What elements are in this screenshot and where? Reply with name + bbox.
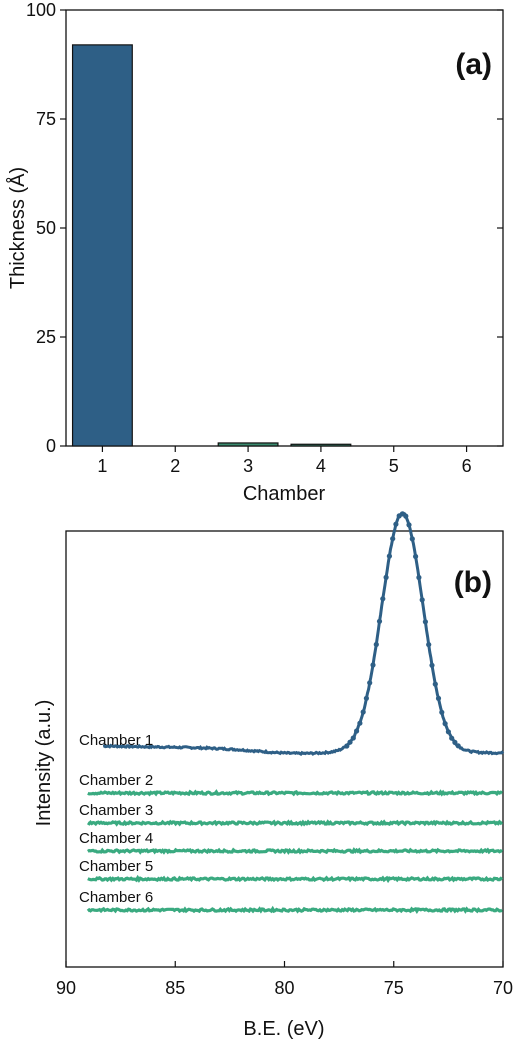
data-point bbox=[403, 513, 409, 519]
x-tick-label-1: 1 bbox=[97, 456, 107, 476]
data-point bbox=[452, 739, 458, 746]
data-point bbox=[354, 728, 360, 734]
panel-b-series: Chamber 1 Chamber 2 Chamber 3 Chamber 4 Cham… bbox=[79, 511, 505, 914]
panel-a-bar-chart: 0 25 50 75 100 1 2 3 4 5 6 (a) Chamber Thickness … bbox=[6, 0, 504, 505]
series-label-chamber-5: Chamber 5 bbox=[79, 858, 153, 875]
spectrum-line-chamber-4 bbox=[87, 847, 504, 855]
data-point bbox=[426, 642, 432, 648]
data-point bbox=[413, 553, 419, 560]
data-point bbox=[367, 680, 373, 686]
bar-chamber-3 bbox=[217, 442, 279, 447]
panel-b-x-ticks: 90 85 80 75 70 bbox=[56, 961, 513, 998]
series-chamber-2: Chamber 2 bbox=[79, 772, 504, 797]
data-point bbox=[416, 574, 422, 581]
data-point bbox=[442, 721, 448, 727]
panel-b-label: (b) bbox=[454, 566, 492, 599]
data-point bbox=[422, 619, 428, 625]
data-point bbox=[380, 596, 386, 602]
series-chamber-5: Chamber 5 bbox=[79, 858, 504, 884]
data-point bbox=[393, 521, 399, 527]
spectrum-line-chamber-2 bbox=[87, 789, 504, 797]
series-label-chamber-2: Chamber 2 bbox=[79, 772, 153, 789]
series-label-chamber-1: Chamber 1 bbox=[79, 732, 153, 749]
series-chamber-4: Chamber 4 bbox=[79, 830, 504, 855]
data-point bbox=[439, 709, 445, 715]
bar-chamber-4 bbox=[290, 443, 352, 447]
spectrum-line-chamber-6 bbox=[86, 905, 503, 914]
series-label-chamber-3: Chamber 3 bbox=[79, 802, 153, 819]
data-point bbox=[386, 553, 392, 559]
panel-a-x-ticks: 1 2 3 4 5 6 bbox=[97, 446, 472, 476]
data-point bbox=[419, 597, 425, 603]
panel-a-y-ticks: 0 25 50 75 100 bbox=[26, 0, 503, 456]
y-tick-label-0: 0 bbox=[46, 436, 56, 456]
b-x-tick-label-75: 75 bbox=[384, 978, 404, 998]
panel-a-bars bbox=[71, 44, 352, 447]
series-label-chamber-6: Chamber 6 bbox=[79, 889, 153, 906]
spectrum-baseline-chamber-1 bbox=[102, 511, 505, 757]
data-point bbox=[455, 743, 461, 749]
b-x-tick-label-90: 90 bbox=[56, 978, 76, 998]
y-tick-label-25: 25 bbox=[36, 327, 56, 347]
x-tick-label-2: 2 bbox=[170, 456, 180, 476]
panel-a-x-axis-title: Chamber bbox=[243, 483, 326, 505]
b-x-tick-label-80: 80 bbox=[274, 978, 294, 998]
data-point bbox=[390, 536, 396, 542]
b-x-tick-label-70: 70 bbox=[493, 978, 513, 998]
y-tick-label-75: 75 bbox=[36, 109, 56, 129]
data-point bbox=[445, 729, 451, 735]
series-label-chamber-4: Chamber 4 bbox=[79, 830, 153, 847]
data-point bbox=[376, 618, 383, 624]
panel-b-spectrum-chart: Chamber 1 Chamber 2 Chamber 3 Chamber 4 Cham… bbox=[33, 511, 513, 1040]
panel-a-y-axis-title: Thickness (Å) bbox=[6, 167, 29, 289]
series-chamber-6: Chamber 6 bbox=[79, 889, 503, 914]
panel-b-x-axis-title: B.E. (eV) bbox=[243, 1018, 324, 1040]
x-tick-label-5: 5 bbox=[389, 456, 399, 476]
spectrum-line-chamber-5 bbox=[87, 874, 504, 884]
data-point bbox=[409, 536, 415, 542]
data-point bbox=[432, 681, 438, 687]
data-point bbox=[357, 720, 363, 726]
series-chamber-1: Chamber 1 bbox=[79, 511, 505, 757]
data-point bbox=[350, 735, 356, 741]
data-point bbox=[373, 641, 379, 648]
y-tick-label-100: 100 bbox=[26, 0, 56, 20]
series-chamber-3: Chamber 3 bbox=[79, 802, 504, 827]
data-point bbox=[383, 574, 389, 581]
data-point bbox=[406, 522, 412, 528]
b-x-tick-label-85: 85 bbox=[165, 978, 185, 998]
x-tick-label-6: 6 bbox=[462, 456, 472, 476]
data-point bbox=[435, 695, 442, 702]
bar-chamber-1 bbox=[71, 44, 133, 447]
x-tick-label-4: 4 bbox=[316, 456, 326, 476]
data-point bbox=[449, 735, 455, 741]
panel-b-y-axis-title: Intensity (a.u.) bbox=[33, 700, 55, 827]
data-point bbox=[363, 695, 369, 701]
data-point bbox=[360, 709, 366, 715]
x-tick-label-3: 3 bbox=[243, 456, 253, 476]
data-point bbox=[344, 743, 350, 749]
data-point bbox=[347, 739, 353, 745]
spectrum-line-chamber-3 bbox=[87, 819, 504, 827]
panel-a-label: (a) bbox=[455, 48, 492, 81]
data-point bbox=[370, 662, 376, 668]
y-tick-label-50: 50 bbox=[36, 218, 56, 238]
data-point bbox=[429, 662, 435, 668]
